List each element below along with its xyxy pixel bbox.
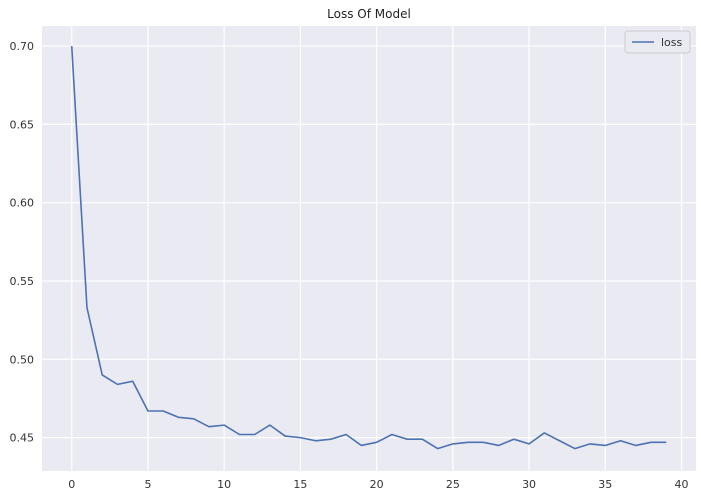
x-tick-label: 20 [370,478,384,491]
x-tick-label: 25 [446,478,460,491]
y-tick-label: 0.50 [10,353,35,366]
x-tick-label: 0 [68,478,75,491]
legend: loss [624,30,691,54]
x-tick-label: 40 [675,478,689,491]
legend-box [624,30,691,54]
grid-lines [42,26,696,471]
y-tick-label: 0.60 [10,197,35,210]
x-tick-label: 30 [522,478,536,491]
plot-area [42,26,696,471]
legend-label: loss [661,36,683,49]
x-tick-label: 35 [598,478,612,491]
series-layer [70,46,667,450]
y-tick-label: 0.65 [10,118,35,131]
chart-title: Loss Of Model [327,7,411,21]
x-tick-label: 15 [293,478,307,491]
x-tick-label: 5 [144,478,151,491]
series-line-loss [70,46,667,450]
y-tick-label: 0.45 [10,432,35,445]
x-tick-label: 10 [217,478,231,491]
y-tick-label: 0.55 [10,275,35,288]
tick-labels: 0 5 10 15 20 25 30 35 40 0.45 0.50 0.55 0.60 0.65 0.70 [10,40,689,491]
y-tick-label: 0.70 [10,40,35,53]
